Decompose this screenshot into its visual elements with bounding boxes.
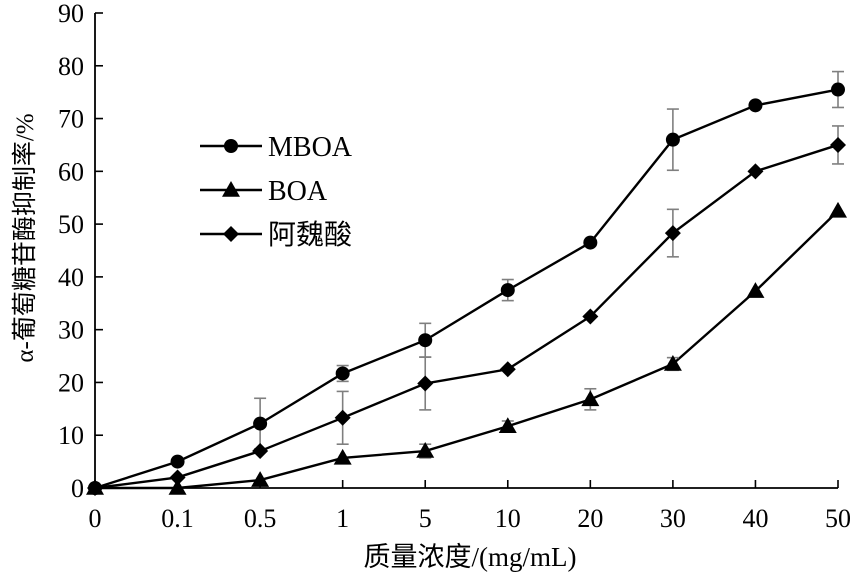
x-tick-labels: 0 0.1 0.5 1 5 10 20 30 40 50 — [89, 504, 851, 533]
data-point — [251, 471, 270, 487]
data-point — [253, 416, 268, 431]
x-tick-label: 5 — [419, 504, 432, 533]
legend-label: MBOA — [268, 132, 353, 163]
axes — [94, 12, 839, 489]
legend-label: 阿魏酸 — [268, 219, 352, 251]
data-point — [746, 282, 765, 298]
x-tick-label: 0.5 — [244, 504, 277, 533]
x-tick-label: 40 — [742, 504, 768, 533]
data-point — [416, 442, 435, 458]
data-point — [87, 480, 103, 496]
data-point — [169, 469, 186, 486]
y-tick-label: 70 — [58, 105, 84, 134]
data-point — [582, 308, 599, 325]
x-tick-label: 50 — [825, 504, 851, 533]
series-1 — [86, 201, 847, 495]
y-tick-label: 0 — [71, 474, 84, 503]
data-point — [168, 479, 187, 495]
data-point — [747, 163, 764, 180]
legend-item-1: BOA — [200, 176, 328, 207]
data-point — [829, 201, 847, 218]
data-point — [663, 354, 682, 371]
data-point — [831, 82, 845, 97]
data-point — [333, 448, 352, 465]
y-tick-label: 90 — [58, 0, 84, 28]
data-point — [252, 443, 269, 460]
y-tick-label: 10 — [58, 421, 84, 450]
series-line — [95, 210, 839, 490]
legend-label: BOA — [268, 176, 328, 207]
x-tick-label: 1 — [336, 504, 349, 533]
y-tick-label: 30 — [58, 316, 84, 345]
x-tick-label: 0 — [89, 504, 102, 533]
data-point — [335, 366, 350, 381]
series-2 — [87, 125, 846, 496]
y-tick-label: 80 — [58, 52, 84, 81]
y-tick-label: 40 — [58, 263, 84, 292]
data-point — [500, 283, 515, 298]
data-point — [581, 390, 600, 407]
y-tick-labels: 0 10 20 30 40 50 60 70 80 90 — [58, 0, 84, 503]
data-point — [665, 132, 680, 147]
data-point — [170, 454, 185, 469]
data-point — [498, 417, 517, 433]
data-point — [418, 333, 433, 348]
series-line — [94, 88, 839, 490]
series-line — [94, 143, 839, 490]
data-point — [417, 375, 434, 392]
y-tick-label: 50 — [58, 210, 84, 239]
data-point — [830, 136, 846, 153]
data-point — [664, 225, 681, 242]
x-tick-label: 10 — [495, 504, 521, 533]
legend-marker — [222, 181, 240, 197]
data-point — [583, 235, 598, 250]
x-tick-label: 20 — [577, 504, 603, 533]
series-layer — [86, 70, 847, 496]
y-tick-label: 20 — [58, 368, 84, 397]
y-tick-label: 60 — [58, 157, 84, 186]
y-axis-label: α-葡萄糖苷酶抑制率/% — [11, 113, 39, 362]
legend-item-0: MBOA — [200, 132, 353, 163]
x-tick-label: 30 — [660, 504, 686, 533]
legend-marker — [224, 139, 238, 153]
x-axis-label: 质量浓度/(mg/mL) — [364, 542, 577, 572]
data-point — [499, 361, 516, 378]
legend: MBOA BOA 阿魏酸 — [200, 132, 353, 251]
legend-item-2: 阿魏酸 — [200, 219, 352, 251]
series-0 — [88, 70, 845, 495]
x-tick-label: 0.1 — [161, 504, 194, 533]
legend-marker — [223, 226, 239, 242]
data-point — [748, 98, 763, 113]
data-point — [334, 409, 351, 426]
